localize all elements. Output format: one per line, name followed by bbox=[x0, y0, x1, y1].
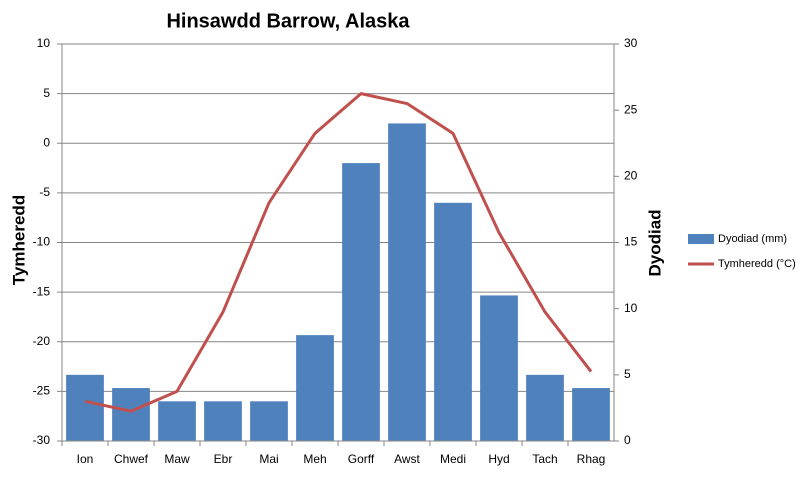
y-tick-label: -15 bbox=[33, 284, 51, 298]
bar bbox=[388, 123, 426, 442]
x-tick-label: Rhag bbox=[577, 452, 606, 466]
x-tick-label: Meh bbox=[303, 452, 326, 466]
x-tick-label: Chwef bbox=[114, 452, 149, 466]
bar bbox=[296, 335, 334, 441]
bar bbox=[480, 295, 518, 441]
y2-tick-label: 10 bbox=[624, 301, 638, 315]
legend-label: Tymheredd (°C) bbox=[718, 258, 796, 270]
y2-tick-label: 15 bbox=[624, 235, 638, 249]
y-tick-label: -25 bbox=[33, 384, 51, 398]
y2-tick-label: 30 bbox=[624, 36, 638, 50]
y2-tick-label: 25 bbox=[624, 102, 638, 116]
line bbox=[84, 92, 593, 413]
x-tick-label: Ebr bbox=[214, 452, 233, 466]
x-tick-label: Hyd bbox=[488, 452, 509, 466]
chart-title: Hinsawdd Barrow, Alaska bbox=[166, 10, 410, 32]
y2-tick-label: 0 bbox=[624, 433, 631, 447]
bar bbox=[342, 163, 380, 441]
y2-tick-label: 20 bbox=[624, 169, 638, 183]
y-tick-label: -20 bbox=[33, 334, 51, 348]
bar bbox=[526, 374, 564, 441]
x-tick-label: Mai bbox=[259, 452, 278, 466]
y-tick-label: 0 bbox=[43, 135, 50, 149]
y-tick-label: 10 bbox=[37, 36, 51, 50]
y2-axis-title: Dyodiad bbox=[645, 209, 664, 276]
y-tick-label: 5 bbox=[43, 86, 50, 100]
x-tick-label: Gorff bbox=[348, 452, 375, 466]
bar bbox=[572, 388, 610, 441]
y-tick-label: -5 bbox=[39, 185, 50, 199]
bar bbox=[66, 374, 104, 441]
bar bbox=[204, 401, 242, 441]
x-tick-label: Awst bbox=[394, 452, 420, 466]
legend-swatch bbox=[688, 234, 714, 244]
x-tick-label: Ion bbox=[77, 452, 94, 466]
y-axis-title: Tymheredd bbox=[9, 195, 28, 285]
legend-label: Dyodiad (mm) bbox=[718, 233, 787, 245]
y2-tick-label: 5 bbox=[624, 367, 631, 381]
bar bbox=[250, 401, 288, 441]
y-tick-label: -10 bbox=[33, 235, 51, 249]
bar bbox=[112, 388, 150, 441]
bar bbox=[158, 401, 196, 441]
bar bbox=[434, 202, 472, 441]
x-tick-label: Medi bbox=[440, 452, 466, 466]
y-tick-label: -30 bbox=[33, 433, 51, 447]
x-tick-label: Tach bbox=[532, 452, 557, 466]
x-tick-label: Maw bbox=[164, 452, 190, 466]
